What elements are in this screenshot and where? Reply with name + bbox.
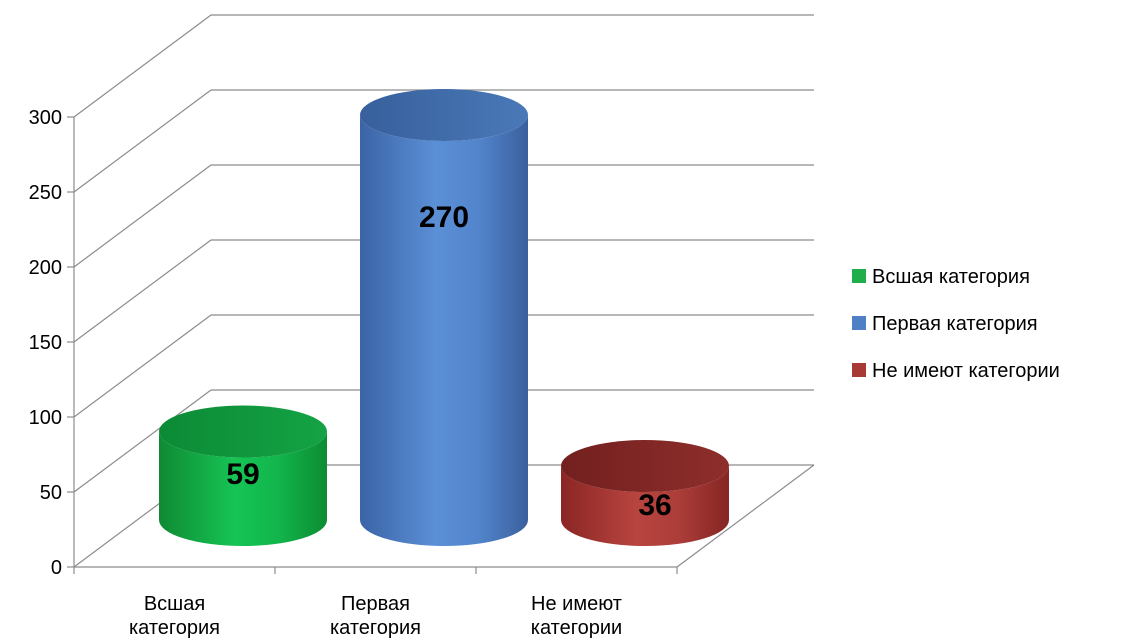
y-tick-label: 100 <box>29 407 62 429</box>
legend-label: Первая категория <box>872 313 1038 335</box>
data-label: 270 <box>419 201 469 234</box>
bar-body <box>561 466 729 546</box>
legend-item: Не имеют категории <box>852 360 1060 382</box>
legend-swatch <box>852 269 866 283</box>
floor-right-edge <box>676 464 815 568</box>
gridline-diagonal <box>73 89 212 193</box>
bar <box>159 405 327 546</box>
legend-item: Всшая категория <box>852 266 1030 288</box>
bar-top <box>159 405 327 458</box>
y-tick-label: 150 <box>29 332 62 354</box>
y-tick-label: 200 <box>29 257 62 279</box>
legend: Всшая категория Первая категория Не имеют … <box>852 266 1060 382</box>
gridline-diagonal <box>73 239 212 343</box>
bar-top <box>360 89 528 141</box>
legend-label: Не имеют категории <box>872 360 1060 382</box>
y-tick-label: 50 <box>40 482 62 504</box>
y-tick-label: 300 <box>29 107 62 129</box>
gridline-diagonal <box>73 314 212 418</box>
legend-swatch <box>852 316 866 330</box>
legend-label: Всшая категория <box>872 266 1030 288</box>
legend-item: Первая категория <box>852 313 1038 335</box>
legend-swatch <box>852 363 866 377</box>
y-tick-label: 0 <box>51 557 62 579</box>
data-label: 36 <box>638 489 671 522</box>
bar-body <box>360 115 528 546</box>
bar <box>360 89 528 546</box>
bar-body <box>159 431 327 546</box>
gridline-diagonal <box>73 14 212 118</box>
x-tick-label: Всшая категория <box>129 593 220 639</box>
bar-top <box>561 440 729 492</box>
bars <box>159 89 729 546</box>
gridline-diagonal <box>73 164 212 268</box>
data-label: 59 <box>226 458 259 491</box>
x-tick-label: Не имеют категории <box>531 593 622 639</box>
labels: 59 270 36 <box>226 201 671 522</box>
bar <box>561 440 729 546</box>
axes: 0 50 100 150 200 250 300 Всшая категория Первая ка… <box>29 107 678 639</box>
gridline-diagonal <box>73 389 212 493</box>
x-tick-label: Первая категория <box>330 593 421 639</box>
y-tick-label: 250 <box>29 182 62 204</box>
